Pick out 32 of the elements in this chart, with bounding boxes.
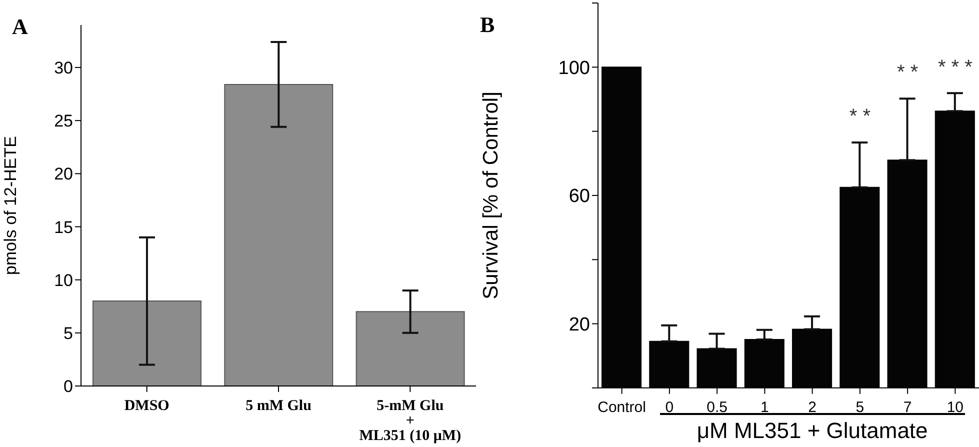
- y-tick-label: 25: [54, 112, 73, 131]
- x-tick-label: 0.5: [706, 398, 728, 416]
- x-tick-label: 1: [760, 398, 769, 416]
- y-axis-title: Survival [% of Control]: [479, 92, 502, 300]
- x-tick-label: 5: [856, 398, 864, 416]
- chart-title: B: [480, 12, 495, 38]
- x-tick-label: 10: [946, 398, 964, 416]
- y-tick-label: 15: [54, 218, 73, 237]
- y-tick-label: 20: [54, 164, 73, 184]
- y-tick-label: 20: [568, 314, 590, 336]
- y-tick-label: 0: [64, 377, 73, 396]
- bar: [224, 84, 334, 386]
- x-tick-label: 5 mM Glu: [246, 398, 312, 414]
- bar: [92, 300, 202, 386]
- y-tick-label: 100: [558, 58, 590, 79]
- x-axis-title: μM ML351 + Glutamate: [696, 418, 929, 444]
- y-tick-label: 5: [64, 324, 73, 343]
- x-tick-label: 5-mM Glu + ML351 (10 μM): [359, 398, 462, 444]
- annotation: * * *: [938, 56, 973, 78]
- y-axis-title: pmols of 12-HETE: [1, 136, 20, 275]
- y-tick-label: 60: [568, 186, 590, 208]
- x-tick-label: 0: [665, 398, 674, 416]
- y-tick-label: 10: [54, 270, 73, 290]
- chart-title: A: [12, 14, 28, 40]
- bar: [356, 311, 465, 386]
- x-tick-label: 2: [808, 398, 816, 416]
- annotation: * *: [897, 62, 918, 84]
- x-tick-label: Control: [598, 398, 646, 416]
- x-tick-label: DMSO: [124, 398, 170, 414]
- annotation: * *: [849, 106, 871, 128]
- x-tick-label: 7: [903, 398, 912, 416]
- y-tick-label: 30: [54, 58, 73, 78]
